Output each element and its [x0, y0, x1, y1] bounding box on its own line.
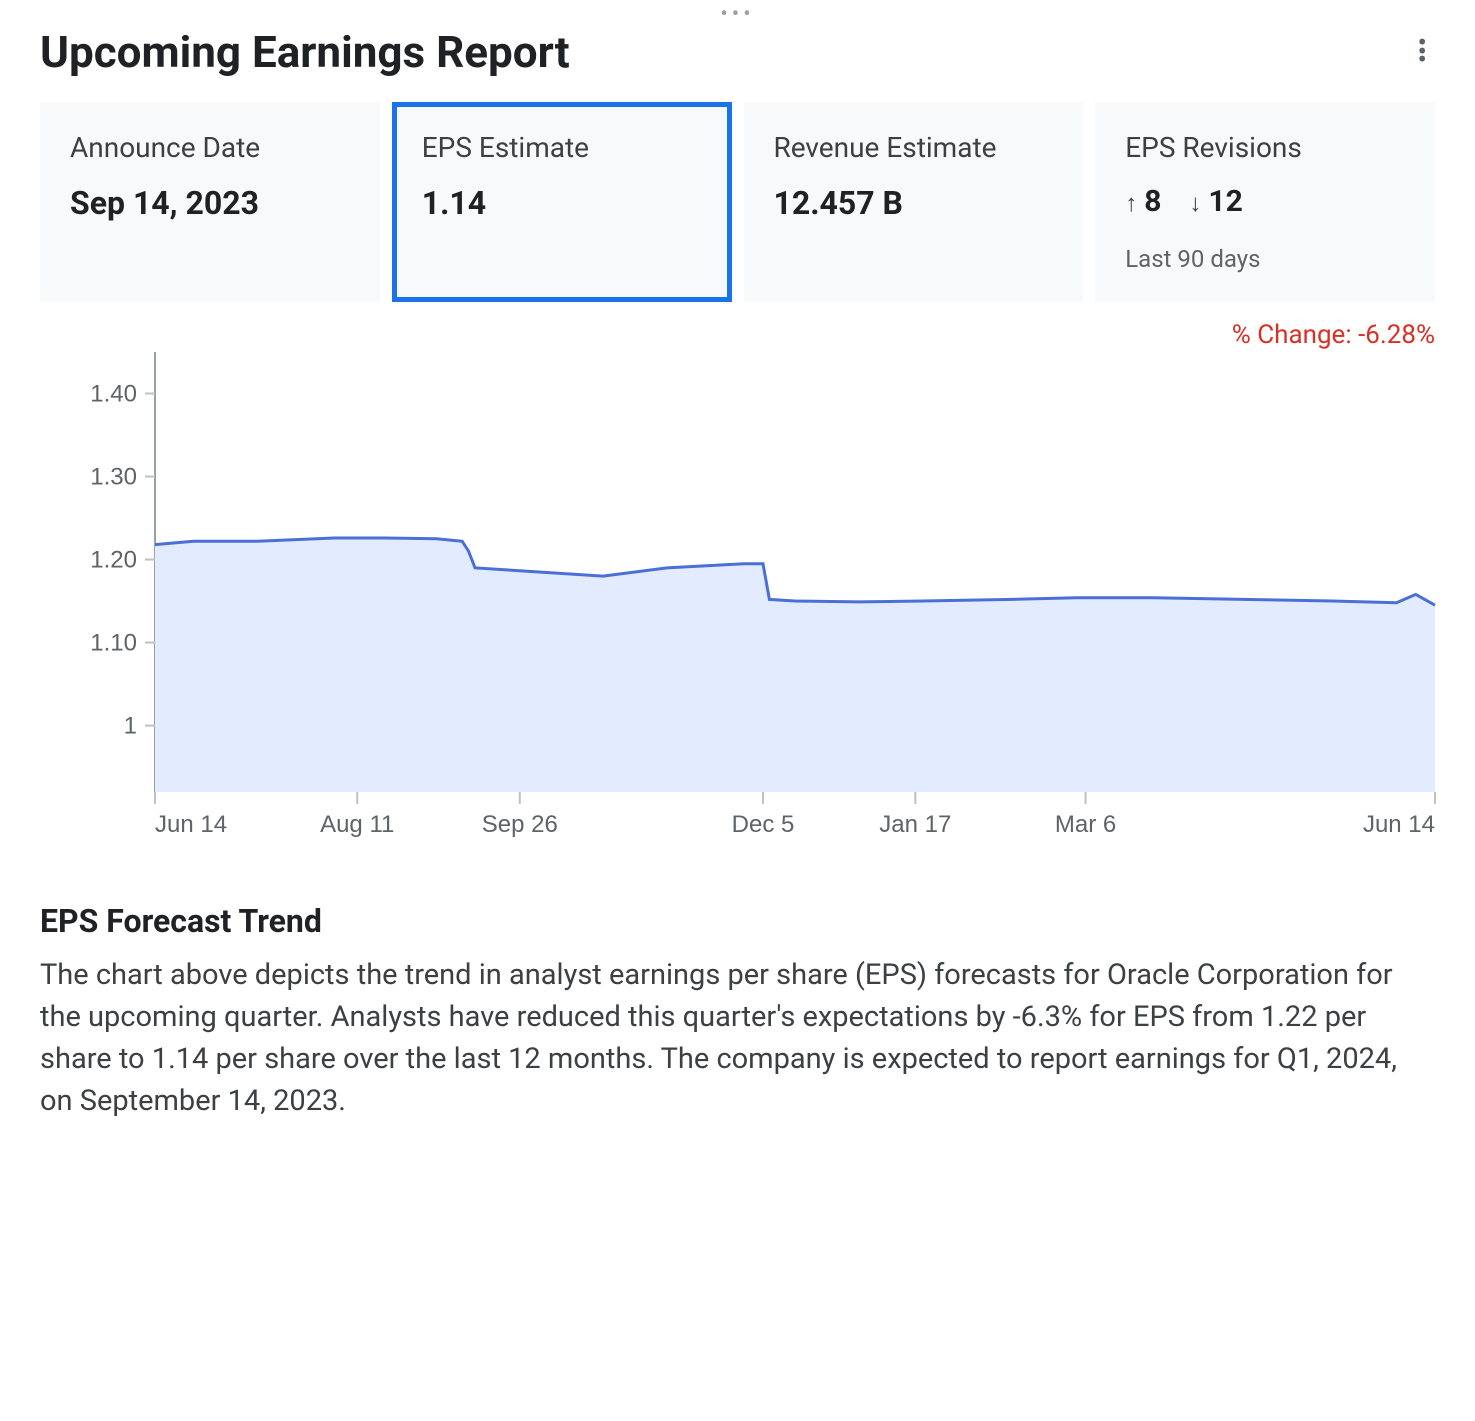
- revisions-sub: Last 90 days: [1125, 245, 1405, 273]
- card-label: Revenue Estimate: [774, 130, 1054, 166]
- arrow-down-icon: ↓: [1189, 189, 1201, 217]
- card-value: 1.14: [422, 184, 702, 222]
- svg-text:1.40: 1.40: [90, 381, 137, 408]
- card-label: EPS Estimate: [422, 130, 702, 166]
- svg-text:1.20: 1.20: [90, 547, 137, 574]
- svg-text:1.10: 1.10: [90, 630, 137, 657]
- pct-change-label: % Change: -6.28%: [1232, 320, 1435, 350]
- page-title: Upcoming Earnings Report: [40, 26, 570, 78]
- forecast-title: EPS Forecast Trend: [40, 902, 1435, 940]
- svg-text:Jan 17: Jan 17: [879, 811, 951, 838]
- card-revenue-estimate[interactable]: Revenue Estimate 12.457 B: [744, 102, 1084, 302]
- svg-text:Jun 14: Jun 14: [1363, 811, 1435, 838]
- svg-text:1: 1: [124, 713, 137, 740]
- card-label: EPS Revisions: [1125, 130, 1405, 166]
- card-value: 12.457 B: [774, 184, 1054, 222]
- card-value: Sep 14, 2023: [70, 184, 350, 222]
- more-menu-button[interactable]: •••: [1410, 31, 1435, 72]
- card-eps-estimate[interactable]: EPS Estimate 1.14: [392, 102, 732, 302]
- chart-svg: 1 1.10 1.20 1.30 1.40 Jun 14 Aug 11 Sep 26 Dec 5…: [40, 322, 1440, 862]
- drag-handle-icon: •••: [40, 10, 1435, 20]
- card-announce-date[interactable]: Announce Date Sep 14, 2023: [40, 102, 380, 302]
- card-eps-revisions[interactable]: EPS Revisions ↑ 8 ↓ 12 Last 90 days: [1095, 102, 1435, 302]
- svg-text:Jun 14: Jun 14: [155, 811, 227, 838]
- svg-text:Mar 6: Mar 6: [1055, 811, 1116, 838]
- forecast-body: The chart above depicts the trend in ana…: [40, 954, 1420, 1122]
- svg-text:1.30: 1.30: [90, 464, 137, 491]
- svg-text:Sep 26: Sep 26: [482, 811, 558, 838]
- revisions-up: 8: [1144, 184, 1161, 219]
- svg-text:Dec 5: Dec 5: [732, 811, 795, 838]
- card-label: Announce Date: [70, 130, 350, 166]
- svg-text:Aug 11: Aug 11: [320, 811, 394, 838]
- revisions-values: ↑ 8 ↓ 12: [1125, 184, 1405, 219]
- eps-trend-chart: % Change: -6.28% 1 1.10 1.20 1.30 1.40 Jun 14…: [40, 322, 1435, 862]
- arrow-up-icon: ↑: [1125, 189, 1137, 217]
- revisions-down: 12: [1208, 184, 1242, 219]
- summary-cards: Announce Date Sep 14, 2023 EPS Estimate …: [40, 102, 1435, 302]
- header: Upcoming Earnings Report •••: [40, 26, 1435, 78]
